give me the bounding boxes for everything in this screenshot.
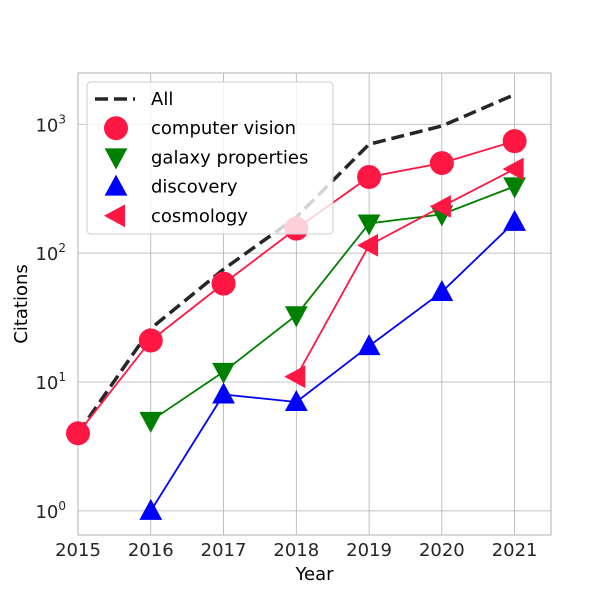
x-tick-label: 2020 (419, 540, 465, 561)
legend-item-cosmology: cosmology (104, 204, 248, 228)
legend-marker (104, 204, 125, 228)
data-point (357, 334, 381, 356)
data-point (503, 177, 527, 199)
legend-item-computer-vision: computer vision (104, 116, 296, 141)
legend-item-discovery: discovery (104, 174, 238, 198)
series-line (295, 168, 516, 378)
x-tick-labels: 2015 2016 2017 2018 2019 2020 2021 (55, 540, 537, 561)
data-point (429, 151, 454, 176)
y-tick-label: 102 (35, 241, 66, 265)
data-point (357, 214, 381, 236)
y-tick-label: 100 (35, 499, 66, 523)
legend-label: computer vision (151, 118, 296, 139)
legend-label: discovery (151, 177, 238, 198)
series-cosmology (284, 157, 524, 389)
x-tick-label: 2015 (55, 540, 101, 561)
data-point (284, 365, 306, 389)
data-point (503, 209, 527, 231)
legend-label: galaxy properties (151, 147, 308, 168)
series-line (150, 221, 516, 512)
x-axis-label: Year (294, 564, 334, 585)
data-point (212, 382, 235, 404)
legend-marker (104, 116, 128, 141)
y-tick-labels: 100 101 102 103 (35, 112, 66, 523)
data-point (66, 421, 90, 446)
y-axis-label: Citations (11, 264, 32, 344)
data-point (502, 129, 527, 154)
data-point (139, 411, 163, 433)
data-point (211, 271, 236, 296)
legend-label: cosmology (151, 206, 248, 227)
x-tick-label: 2019 (346, 540, 392, 561)
y-tick-label: 101 (35, 370, 66, 394)
data-point (357, 164, 382, 189)
data-point (284, 306, 308, 328)
x-tick-label: 2017 (201, 540, 247, 561)
x-tick-label: 2016 (128, 540, 174, 561)
x-tick-label: 2021 (492, 540, 538, 561)
series-discovery (139, 209, 527, 520)
y-tick-label: 103 (35, 112, 66, 136)
x-tick-label: 2018 (273, 540, 319, 561)
series-galaxy-properties (139, 177, 527, 433)
legend-item-all: All (95, 89, 173, 110)
legend: All computer vision galaxy properties disco… (86, 81, 334, 235)
plot-frame (77, 72, 552, 536)
legend-marker (104, 148, 128, 170)
legend-label: All (151, 89, 173, 110)
legend-box (86, 81, 334, 235)
data-point (212, 362, 235, 384)
data-point (138, 328, 163, 353)
data-point (429, 195, 451, 218)
data-point (284, 389, 308, 411)
data-point (139, 498, 163, 520)
data-point (357, 233, 379, 257)
legend-item-galaxy-properties: galaxy properties (104, 147, 308, 170)
data-point (502, 157, 524, 181)
series-line (150, 185, 515, 422)
legend-marker (104, 174, 128, 196)
data-point (430, 279, 454, 301)
